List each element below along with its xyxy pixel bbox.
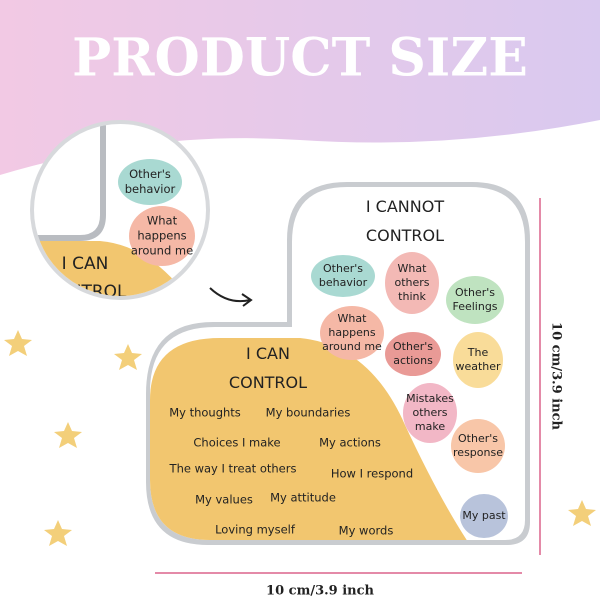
cannot-title: I CANNOT <box>366 197 444 216</box>
header-title: PRODUCT SIZE <box>72 28 528 89</box>
zoom-bubble <box>118 159 182 205</box>
width-label: 10 cm/3.9 inch <box>266 584 374 599</box>
bubble <box>320 306 384 360</box>
bubble-text: around me <box>322 340 382 353</box>
can-item: My values <box>195 493 253 507</box>
zoom-bubble-text: What <box>147 214 178 228</box>
bubble <box>446 276 504 324</box>
bubble <box>385 332 441 376</box>
bubble-text: actions <box>393 354 433 367</box>
can-item: Choices I make <box>193 436 280 450</box>
stars <box>4 330 596 546</box>
cannot-title: CONTROL <box>366 226 444 245</box>
can-item: How I respond <box>331 467 413 481</box>
bubble-text: weather <box>455 360 501 373</box>
bubble-text: Other's <box>458 432 498 445</box>
zoom-bubble-text: happens <box>137 229 186 243</box>
bubble-text: Other's <box>455 286 495 299</box>
can-title: CONTROL <box>229 373 307 392</box>
bubble-text: Mistakes <box>406 392 454 405</box>
bubble-text: make <box>415 420 445 433</box>
can-item: Loving myself <box>215 523 296 537</box>
bubble <box>460 494 508 538</box>
bubble <box>311 255 375 297</box>
bubble <box>453 332 503 388</box>
can-item: My attitude <box>270 491 336 505</box>
bubble-text: think <box>398 290 426 303</box>
bubble-text: happens <box>328 326 375 339</box>
bubble <box>451 419 505 473</box>
bubble <box>385 252 439 314</box>
bubble-text: The <box>467 346 489 359</box>
bubble-text: What <box>398 262 428 275</box>
zoom-bubble-text: around me <box>131 244 193 258</box>
bubble-text: Feelings <box>452 300 497 313</box>
can-item: My boundaries <box>266 406 351 420</box>
bubble-text: response <box>453 446 503 459</box>
can-title: I CAN <box>246 344 290 363</box>
bubble-text: others <box>394 276 429 289</box>
can-control-area <box>150 338 470 540</box>
zoom-bubble-text: Other's <box>129 167 171 181</box>
bubble-text: behavior <box>319 276 368 289</box>
can-item: My actions <box>319 436 381 450</box>
bubble-text: others <box>412 406 447 419</box>
bubble <box>403 383 457 443</box>
zoom-can-title: I CAN <box>62 254 109 274</box>
zoom-bubble-text: behavior <box>125 182 176 196</box>
can-item: The way I treat others <box>169 462 297 476</box>
zoom-bubble <box>129 206 195 266</box>
bubble-text: What <box>338 312 368 325</box>
bubble-text: Other's <box>323 262 363 275</box>
can-item: My words <box>339 524 394 538</box>
arrow <box>209 287 251 303</box>
arrow-head <box>241 293 253 307</box>
bubble-text: My past <box>462 509 506 522</box>
bubble-text: Other's <box>393 340 433 353</box>
can-item: My thoughts <box>169 406 241 420</box>
height-label: 10 cm/3.9 inch <box>549 322 564 430</box>
